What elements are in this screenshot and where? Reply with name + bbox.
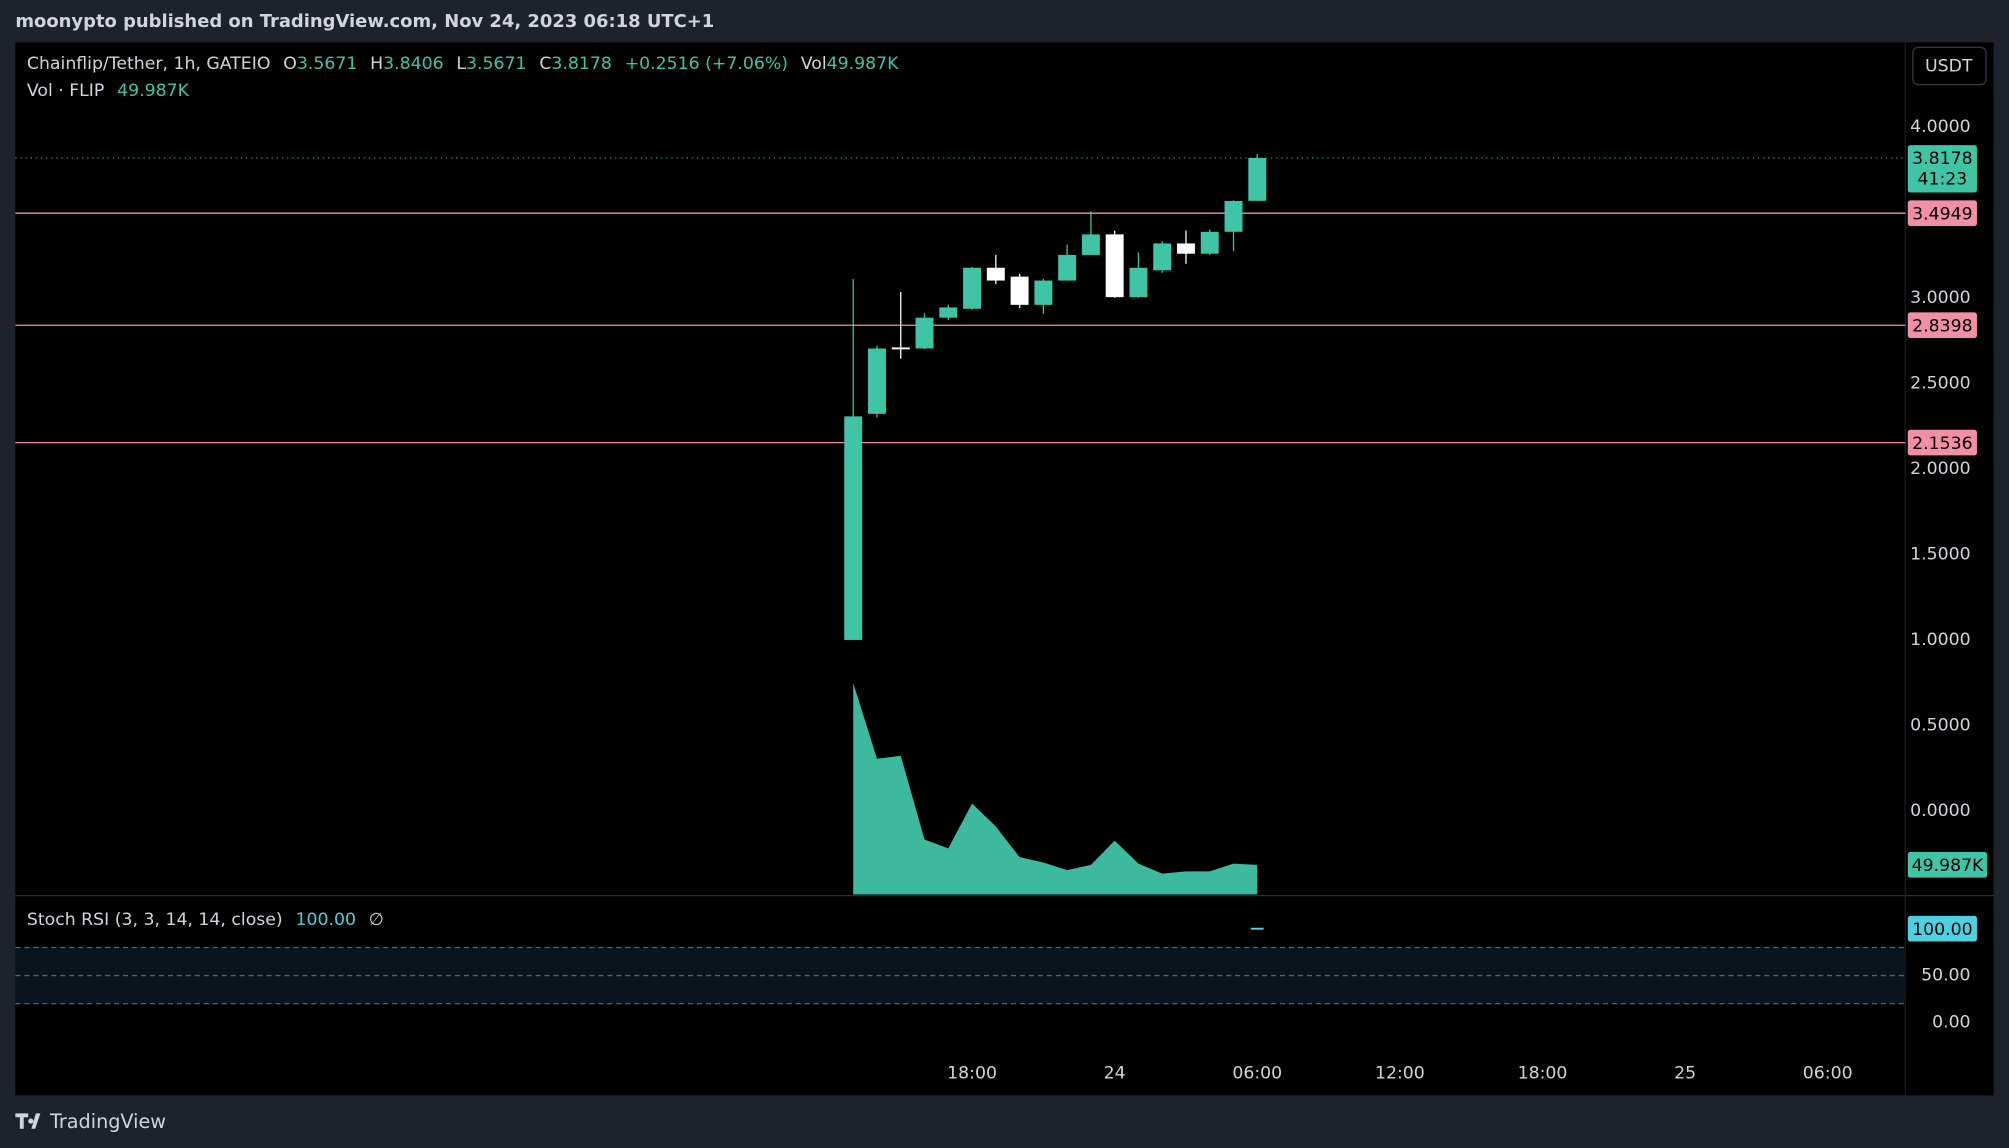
volume-legend-value: 49.987K (117, 81, 189, 101)
y-tick-label: 1.0000 (1910, 630, 1970, 650)
candle-body (891, 347, 910, 350)
price-line-label: 3.4949 (1912, 204, 1972, 224)
y-tick-label: 3.0000 (1910, 288, 1970, 308)
x-tick-label: 25 (1674, 1064, 1696, 1084)
volume-title: Vol · FLIP (27, 81, 104, 101)
price-line-box (1907, 429, 1977, 456)
footer-logo: TradingView (15, 1110, 166, 1133)
stoch-value-box (1907, 915, 1977, 942)
candle-body (963, 267, 982, 309)
y-tick-label: 0.0000 (1910, 801, 1970, 821)
y-tick-label: 4.0000 (1910, 117, 1970, 137)
candle-body (1177, 243, 1195, 254)
candle-body (1081, 234, 1100, 255)
price-line-box (1907, 312, 1977, 339)
candle-body (1200, 231, 1219, 254)
legend-key: L (456, 54, 466, 74)
button-label[interactable]: USDT (1925, 57, 1973, 77)
volume-box (1907, 852, 1988, 878)
candle-body (1105, 234, 1124, 298)
volume-box-label: 49.987K (1912, 856, 1984, 876)
candle-body (1248, 157, 1267, 201)
button-frame[interactable] (1912, 46, 1987, 86)
legend-change: +0.2516 (+7.06%) (625, 54, 788, 74)
stoch-title: Stoch RSI (3, 3, 14, 14, close) (27, 910, 283, 930)
candle-body (1153, 243, 1172, 271)
price-line-label: 2.1536 (1912, 434, 1972, 454)
stoch-value-label: 100.00 (1912, 920, 1972, 940)
candle-body (939, 307, 958, 318)
x-tick-label: 18:00 (947, 1064, 997, 1084)
candle-body (1010, 276, 1029, 305)
legend-key: H (370, 54, 383, 74)
candle-body (915, 317, 934, 349)
footer-brand: TradingView (49, 1110, 166, 1133)
legend-symbol: Chainflip/Tether, 1h, GATEIO (27, 54, 271, 74)
last-price-label: 3.8178 (1912, 149, 1972, 169)
y-tick-label: 2.5000 (1910, 373, 1970, 393)
candle-body (1034, 280, 1053, 305)
volume-area (853, 682, 1258, 895)
legend-key: Vol (801, 54, 827, 74)
price-line-label: 2.8398 (1912, 317, 1972, 337)
chart-area (15, 42, 1994, 1096)
legend-value: 3.5671 (466, 54, 526, 74)
stoch-tick-label: 50.00 (1921, 966, 1970, 986)
legend-value: 49.987K (827, 54, 899, 74)
last-price-box (1907, 145, 1977, 193)
x-tick-label: 24 (1104, 1064, 1126, 1084)
candle-body (1058, 254, 1077, 281)
price-line-box (1907, 200, 1977, 226)
y-tick-label: 1.5000 (1910, 544, 1970, 564)
currency-button[interactable]: USDT (1912, 46, 1987, 86)
x-tick-label: 06:00 (1232, 1064, 1282, 1084)
logo-icon (15, 1113, 41, 1129)
x-tick-label: 06:00 (1803, 1064, 1853, 1084)
y-tick-label: 0.5000 (1910, 715, 1970, 735)
stoch-legend-value: 100.00 (295, 910, 355, 930)
legend-key: C (539, 54, 551, 74)
candle-body (868, 348, 886, 414)
candle-body (986, 267, 1005, 281)
stoch-tick-label: 0.00 (1932, 1012, 1970, 1032)
stoch-symbol: ∅ (369, 910, 384, 930)
y-tick-label: 2.0000 (1910, 459, 1970, 479)
legend-value: 3.5671 (297, 54, 357, 74)
countdown: 41:23 (1917, 170, 1967, 190)
x-tick-label: 12:00 (1375, 1064, 1425, 1084)
legend-key: O (283, 54, 297, 74)
legend-value: 3.8406 (383, 54, 443, 74)
header: moonypto published on TradingView.com, N… (15, 11, 714, 32)
candle-body (1224, 201, 1243, 232)
x-tick-label: 18:00 (1518, 1064, 1568, 1084)
legend-value: 3.8178 (551, 54, 611, 74)
candle-body (844, 416, 863, 640)
candle-body (1129, 267, 1148, 298)
